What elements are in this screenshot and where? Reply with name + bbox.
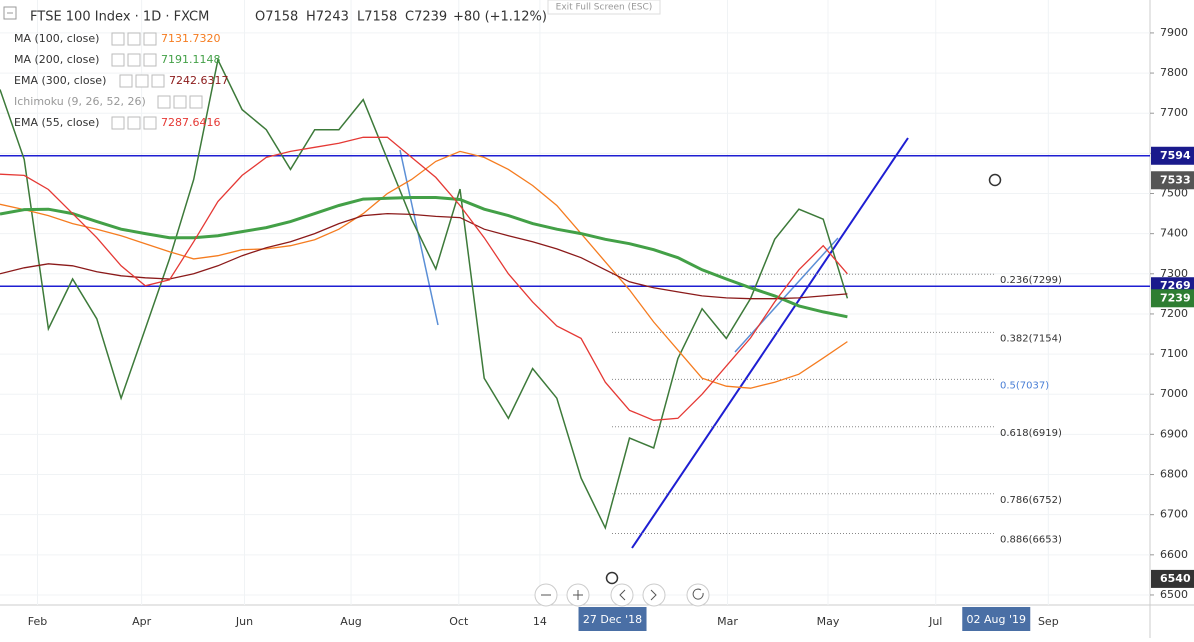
- fib-label: 0.236(7299): [1000, 275, 1062, 286]
- indicator-value: 7242.6317: [169, 74, 229, 87]
- y-tick-label: 6500: [1160, 588, 1188, 601]
- indicator-icon[interactable]: [127, 53, 141, 67]
- series-line: [0, 196, 848, 319]
- indicator-icon[interactable]: [135, 74, 149, 88]
- indicator-name[interactable]: MA (200, close): [14, 53, 99, 66]
- y-tick-label: 7000: [1160, 387, 1188, 400]
- indicator-icon[interactable]: [127, 32, 141, 46]
- indicator-value: 7191.1148: [161, 53, 221, 66]
- reset[interactable]: [686, 583, 710, 607]
- fib-label: 0.382(7154): [1000, 333, 1062, 344]
- y-tick-label: 6600: [1160, 548, 1188, 561]
- series-line: [0, 150, 848, 389]
- fib-label: 0.618(6919): [1000, 428, 1062, 439]
- change: +80 (+1.12%): [453, 10, 547, 25]
- indicator-value: 7287.6416: [161, 116, 221, 129]
- price-badge-label: 7239: [1160, 291, 1191, 304]
- x-highlight: [962, 607, 1031, 631]
- x-highlight-label: 02 Aug '19: [967, 613, 1027, 626]
- indicator-icon[interactable]: [127, 116, 141, 130]
- x-tick-label: Oct: [449, 615, 469, 628]
- indicator-value: 7131.7320: [161, 32, 221, 45]
- symbol[interactable]: FTSE 100 Index · 1D · FXCM: [30, 10, 209, 25]
- indicator-icon[interactable]: [151, 74, 165, 88]
- indicator-icon[interactable]: [111, 53, 125, 67]
- indicator-name[interactable]: MA (100, close): [14, 32, 99, 45]
- overlay: FTSE 100 Index · 1D · FXCM O7158 H7243 L…: [3, 0, 710, 607]
- series-line: [0, 136, 848, 421]
- indicator-name[interactable]: Ichimoku (9, 26, 52, 26): [14, 95, 146, 108]
- handle[interactable]: [988, 173, 1002, 187]
- x-tick-label: Mar: [717, 615, 738, 628]
- icon: [541, 588, 704, 601]
- y-tick-label: 7200: [1160, 307, 1188, 320]
- trend-line[interactable]: [734, 237, 839, 353]
- grid: [0, 0, 1150, 605]
- exit-button[interactable]: [547, 0, 661, 15]
- x-tick-label: 14: [533, 615, 547, 628]
- price-badge-label: 7269: [1160, 279, 1191, 292]
- price-badge: [1151, 569, 1194, 588]
- price-badge: [1151, 146, 1194, 165]
- price-badge-label: 7594: [1160, 149, 1191, 162]
- series-line: [0, 212, 848, 300]
- indicator-icon[interactable]: [143, 32, 157, 46]
- x-tick-label: Sep: [1038, 615, 1059, 628]
- indicator-icon[interactable]: [173, 95, 187, 109]
- indicator-icon[interactable]: [143, 116, 157, 130]
- scroll-left[interactable]: [610, 583, 634, 607]
- plot: 0.236(7299) 0.382(7154) 0.5(7037) 0.618(691…: [0, 57, 1150, 585]
- y-tick-label: 7900: [1160, 26, 1188, 39]
- y-tick-label: 7800: [1160, 66, 1188, 79]
- x-tick-label: Aug: [340, 615, 361, 628]
- price-badge-label: 6540: [1160, 572, 1191, 585]
- y-tick-label: 7500: [1160, 187, 1188, 200]
- ohlc-open: O7158: [255, 10, 298, 25]
- ohlc-high: H7243: [306, 10, 349, 25]
- collapse-button[interactable]: [3, 6, 17, 20]
- indicator-icon[interactable]: [119, 74, 133, 88]
- y-tick-label: 6800: [1160, 468, 1188, 481]
- y-tick-label: 7300: [1160, 267, 1188, 280]
- indicator-name[interactable]: EMA (55, close): [14, 116, 99, 129]
- trend-line[interactable]: [399, 149, 439, 326]
- trend-line[interactable]: [631, 137, 909, 549]
- fib-label: 0.786(6752): [1000, 495, 1062, 506]
- exit-label: Exit Full Screen (ESC): [556, 3, 653, 13]
- indicator-icon[interactable]: [111, 32, 125, 46]
- handle[interactable]: [605, 571, 619, 585]
- scroll-right[interactable]: [642, 583, 666, 607]
- y-tick-label: 7400: [1160, 227, 1188, 240]
- x-tick-label: Jun: [235, 615, 253, 628]
- y-tick-label: 7700: [1160, 106, 1188, 119]
- y-tick-label: 6700: [1160, 508, 1188, 521]
- indicator-name[interactable]: EMA (300, close): [14, 74, 106, 87]
- y-tick-label: 7100: [1160, 347, 1188, 360]
- x-highlight-label: 27 Dec '18: [583, 613, 642, 626]
- price-badge-label: 7533: [1160, 173, 1191, 186]
- x-highlight: [578, 607, 647, 631]
- ohlc-close: C7239: [405, 10, 447, 25]
- y-tick-label: 6900: [1160, 427, 1188, 440]
- x-tick-label: Jul: [928, 615, 942, 628]
- x-tick-label: Apr: [132, 615, 152, 628]
- fib-label: 0.886(6653): [1000, 535, 1062, 546]
- nav-buttons: [534, 583, 710, 607]
- series-line: [0, 57, 849, 531]
- indicator-icon[interactable]: [111, 116, 125, 130]
- ohlc-low: L7158: [357, 10, 397, 25]
- price-badge: [1151, 289, 1194, 308]
- x-tick-label: Feb: [28, 615, 47, 628]
- indicator-icon[interactable]: [143, 53, 157, 67]
- x-tick-label: May: [817, 615, 840, 628]
- fib-label: 0.5(7037): [1000, 380, 1049, 391]
- price-badge: [1151, 171, 1194, 190]
- indicator-icon[interactable]: [189, 95, 203, 109]
- indicator-icon[interactable]: [157, 95, 171, 109]
